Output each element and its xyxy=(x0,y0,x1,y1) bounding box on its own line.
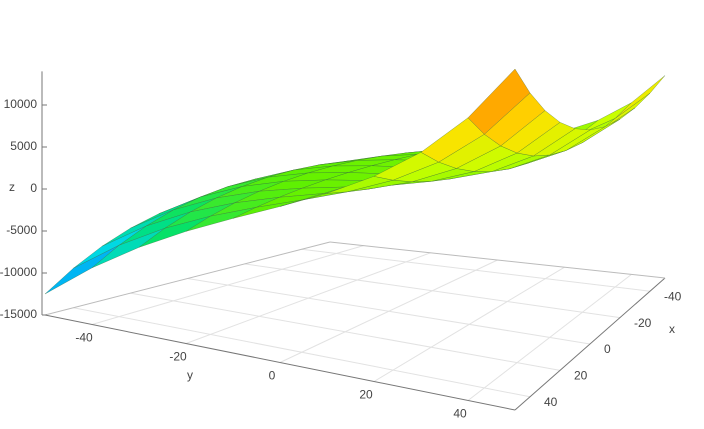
floor-edge xyxy=(44,314,516,411)
y-axis-title: y xyxy=(187,368,193,382)
x-tick-label: 20 xyxy=(574,369,588,383)
y-tick-label: 40 xyxy=(453,407,467,421)
surface-cell xyxy=(44,244,120,295)
grid-line xyxy=(279,259,498,363)
x-tick-label: 0 xyxy=(604,342,611,356)
grid-line xyxy=(467,274,632,401)
z-tick-label: -5000 xyxy=(6,223,37,237)
x-tick-label: -20 xyxy=(634,316,652,330)
grid-line xyxy=(91,245,364,325)
x-tick-label: -40 xyxy=(664,289,682,303)
z-tick-label: 5000 xyxy=(10,139,37,153)
x-axis-title: x xyxy=(669,322,675,336)
x-tick-label: 40 xyxy=(544,395,558,409)
z-tick-label: 0 xyxy=(30,181,37,195)
surface-cell xyxy=(614,75,666,119)
z-tick-label: 10000 xyxy=(4,97,38,111)
z-tick-label: -10000 xyxy=(0,265,37,279)
grid-line xyxy=(185,252,431,344)
surface-cell xyxy=(467,68,531,135)
floor-edge xyxy=(44,241,331,316)
floor-edge xyxy=(514,277,666,411)
floor-edge xyxy=(329,241,666,279)
y-tick-label: -20 xyxy=(169,350,187,364)
grid-line xyxy=(373,266,565,382)
y-tick-label: 0 xyxy=(269,369,276,383)
z-tick-label: -15000 xyxy=(0,307,37,321)
z-axis-title: z xyxy=(9,180,15,194)
y-tick-label: -40 xyxy=(75,331,93,345)
y-tick-label: 20 xyxy=(359,388,373,402)
surface-cell xyxy=(580,102,632,135)
